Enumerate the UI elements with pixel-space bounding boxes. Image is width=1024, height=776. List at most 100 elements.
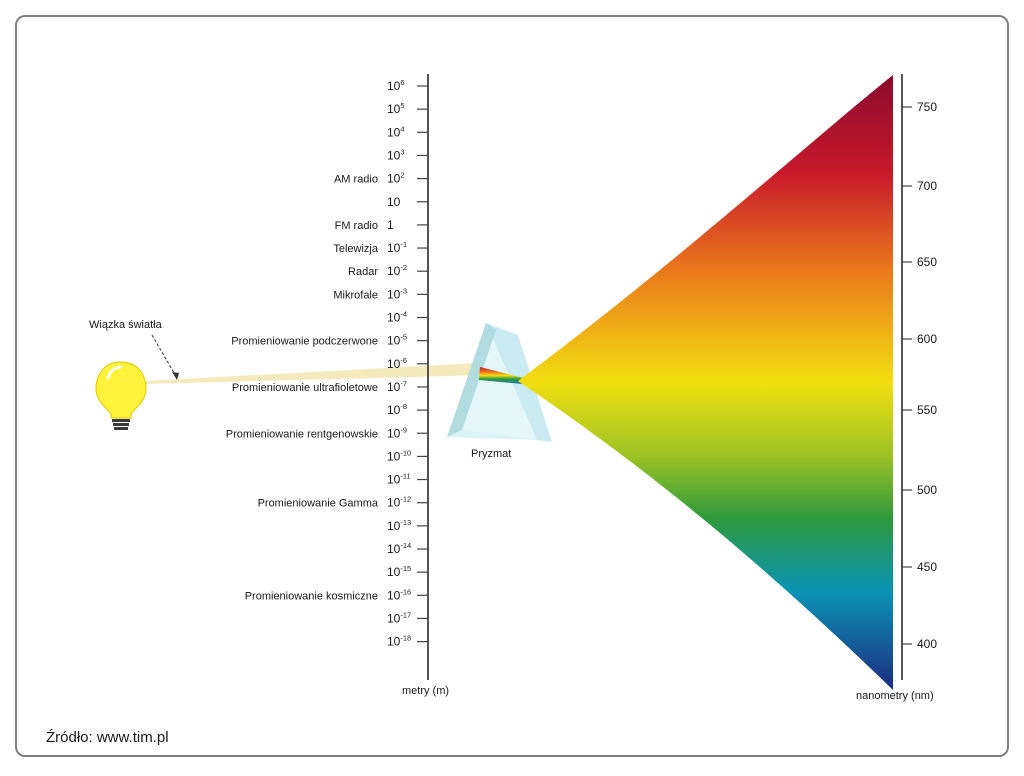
meters-tick-exponent: -17 xyxy=(400,610,411,619)
meters-tick-label: 10-14 xyxy=(387,541,411,556)
meters-tick-exponent: 6 xyxy=(400,78,404,87)
meters-band-label: FM radio xyxy=(335,220,378,232)
meters-tick-base: 10 xyxy=(387,357,401,371)
meters-tick-exponent: -6 xyxy=(400,356,407,365)
meters-tick-exponent: -3 xyxy=(400,286,407,295)
meters-tick-base: 10 xyxy=(387,287,401,301)
meters-band-label: Promieniowanie rentgenowskie xyxy=(226,428,378,440)
nm-tick-label: 650 xyxy=(917,255,937,269)
spectrum-fan xyxy=(518,75,893,690)
meters-tick-exponent: 4 xyxy=(400,124,404,133)
meters-tick-base: 10 xyxy=(387,172,401,186)
nm-tick-label: 400 xyxy=(917,637,937,651)
meters-tick-label: 10-9 xyxy=(387,425,407,440)
meters-tick-base: 10 xyxy=(387,565,401,579)
prism-label: Pryzmat xyxy=(471,448,511,460)
meters-tick-label: 103 xyxy=(387,147,405,162)
meters-tick-label: 10-13 xyxy=(387,518,411,533)
meters-tick-exponent: -12 xyxy=(400,495,411,504)
meters-tick-label: 106 xyxy=(387,78,405,93)
nm-tick-label: 600 xyxy=(917,332,937,346)
meters-tick-base: 10 xyxy=(387,496,401,510)
meters-tick-label: 104 xyxy=(387,124,405,139)
meters-axis-title: metry (m) xyxy=(402,685,449,697)
meters-band-label: Promieniowanie podczerwone xyxy=(231,336,378,348)
meters-tick-label: 102 xyxy=(387,171,405,186)
meters-tick-base: 10 xyxy=(387,334,401,348)
meters-tick-base: 10 xyxy=(387,380,401,394)
meters-tick-exponent: -5 xyxy=(400,333,407,342)
meters-tick-label: 10-4 xyxy=(387,310,407,325)
meters-tick-label: 10-18 xyxy=(387,634,411,649)
meters-tick-base: 10 xyxy=(387,195,401,209)
meters-tick-exponent: -15 xyxy=(400,564,411,573)
meters-tick-base: 10 xyxy=(387,79,401,93)
meters-tick-exponent: -1 xyxy=(400,240,407,249)
meters-tick-label: 10-8 xyxy=(387,402,407,417)
meters-tick-exponent: -14 xyxy=(400,541,411,550)
meters-tick-base: 10 xyxy=(387,635,401,649)
meters-tick-label: 105 xyxy=(387,101,405,116)
meters-tick-label: 10-16 xyxy=(387,587,411,602)
meters-tick-exponent: 2 xyxy=(400,171,404,180)
meters-tick-label: 10-2 xyxy=(387,263,407,278)
meters-band-labels: AM radio FM radio Telewizja Radar Mikrofale P… xyxy=(226,174,379,603)
meters-tick-exponent: -4 xyxy=(400,310,407,319)
meters-tick-label: 10-17 xyxy=(387,610,411,625)
meters-tick-exponent: -16 xyxy=(400,587,411,596)
meters-tick-base: 10 xyxy=(387,519,401,533)
meters-tick-label: 10-6 xyxy=(387,356,407,371)
meters-tick-base: 10 xyxy=(387,311,401,325)
source-text: Źródło: www.tim.pl xyxy=(46,729,169,746)
meters-tick-exponent: -8 xyxy=(400,402,407,411)
meters-tick-label: 10-11 xyxy=(387,472,411,487)
meters-band-label: AM radio xyxy=(334,174,378,186)
meters-tick-label: 10-7 xyxy=(387,379,407,394)
meters-tick-base: 1 xyxy=(387,218,394,232)
meters-band-label: Promieniowanie Gamma xyxy=(258,498,379,510)
meters-tick-base: 10 xyxy=(387,449,401,463)
beam-label: Wiązka światła xyxy=(89,319,163,331)
meters-ticks: 10610510410310210110-110-210-310-410-510… xyxy=(387,78,428,649)
nm-ticks: 750 700 650 600 550 500 450 400 xyxy=(902,100,937,651)
meters-tick-label: 10-12 xyxy=(387,495,411,510)
meters-tick-exponent: -18 xyxy=(400,634,411,643)
meters-tick-exponent: -10 xyxy=(400,448,411,457)
meters-tick-exponent: 3 xyxy=(400,147,404,156)
meters-tick-exponent: -2 xyxy=(400,263,407,272)
nm-tick-label: 750 xyxy=(917,100,937,114)
prism-rainbow-band xyxy=(479,367,523,384)
light-bulb-icon xyxy=(95,361,147,430)
meters-tick-exponent: -9 xyxy=(400,425,407,434)
light-beam xyxy=(145,363,486,384)
meters-tick-base: 10 xyxy=(387,264,401,278)
meters-tick-exponent: 5 xyxy=(400,101,404,110)
meters-band-label: Mikrofale xyxy=(333,289,378,301)
meters-tick-base: 10 xyxy=(387,473,401,487)
meters-band-label: Promieniowanie ultrafioletowe xyxy=(232,382,378,394)
meters-tick-base: 10 xyxy=(387,125,401,139)
nm-tick-label: 450 xyxy=(917,560,937,574)
meters-tick-base: 10 xyxy=(387,148,401,162)
meters-tick-base: 10 xyxy=(387,426,401,440)
nm-tick-label: 550 xyxy=(917,403,937,417)
meters-tick-label: 10-5 xyxy=(387,333,407,348)
meters-tick-label: 10 xyxy=(387,195,401,209)
meters-band-label: Telewizja xyxy=(333,243,379,255)
meters-tick-exponent: -7 xyxy=(400,379,407,388)
meters-tick-exponent: -11 xyxy=(400,472,410,481)
meters-tick-base: 10 xyxy=(387,611,401,625)
meters-tick-exponent: -13 xyxy=(400,518,411,527)
meters-tick-base: 10 xyxy=(387,588,401,602)
meters-tick-label: 10-10 xyxy=(387,448,411,463)
meters-tick-base: 10 xyxy=(387,403,401,417)
meters-tick-base: 10 xyxy=(387,241,401,255)
meters-band-label: Promieniowanie kosmiczne xyxy=(245,590,378,602)
nm-axis-title: nanometry (nm) xyxy=(856,690,934,702)
beam-label-arrow xyxy=(151,334,179,380)
meters-tick-base: 10 xyxy=(387,542,401,556)
meters-tick-label: 10-3 xyxy=(387,286,407,301)
meters-tick-label: 10-1 xyxy=(387,240,407,255)
meters-tick-base: 10 xyxy=(387,102,401,116)
